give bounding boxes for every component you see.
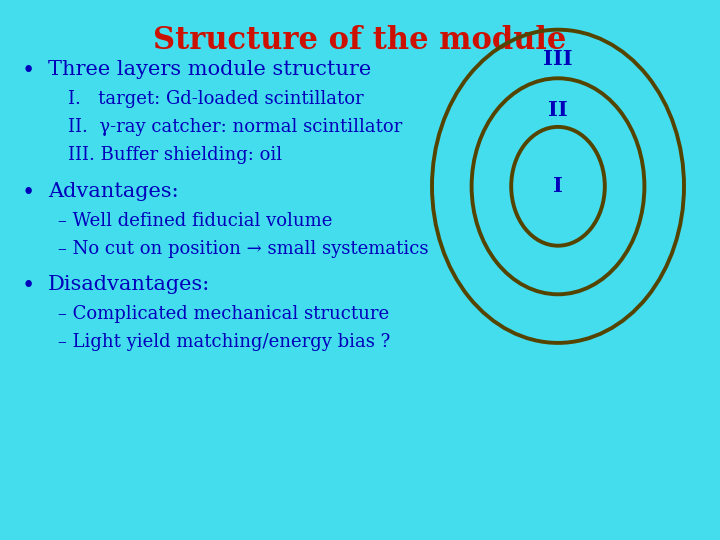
Text: I: I — [553, 176, 563, 197]
Text: – Well defined fiducial volume: – Well defined fiducial volume — [58, 212, 333, 230]
Text: III. Buffer shielding: oil: III. Buffer shielding: oil — [68, 146, 282, 164]
Text: I.   target: Gd-loaded scintillator: I. target: Gd-loaded scintillator — [68, 90, 364, 108]
Text: •: • — [22, 275, 35, 297]
Text: •: • — [22, 182, 35, 204]
Text: II.  γ-ray catcher: normal scintillator: II. γ-ray catcher: normal scintillator — [68, 118, 402, 136]
Text: II: II — [548, 100, 568, 120]
Text: – No cut on position → small systematics: – No cut on position → small systematics — [58, 240, 428, 258]
Text: Structure of the module: Structure of the module — [153, 25, 567, 56]
Text: – Light yield matching/energy bias ?: – Light yield matching/energy bias ? — [58, 333, 390, 351]
Text: •: • — [22, 60, 35, 82]
Text: – Complicated mechanical structure: – Complicated mechanical structure — [58, 305, 389, 323]
Text: III: III — [543, 49, 573, 69]
Text: Three layers module structure: Three layers module structure — [48, 60, 372, 79]
Text: Disadvantages:: Disadvantages: — [48, 275, 210, 294]
Text: Advantages:: Advantages: — [48, 182, 179, 201]
